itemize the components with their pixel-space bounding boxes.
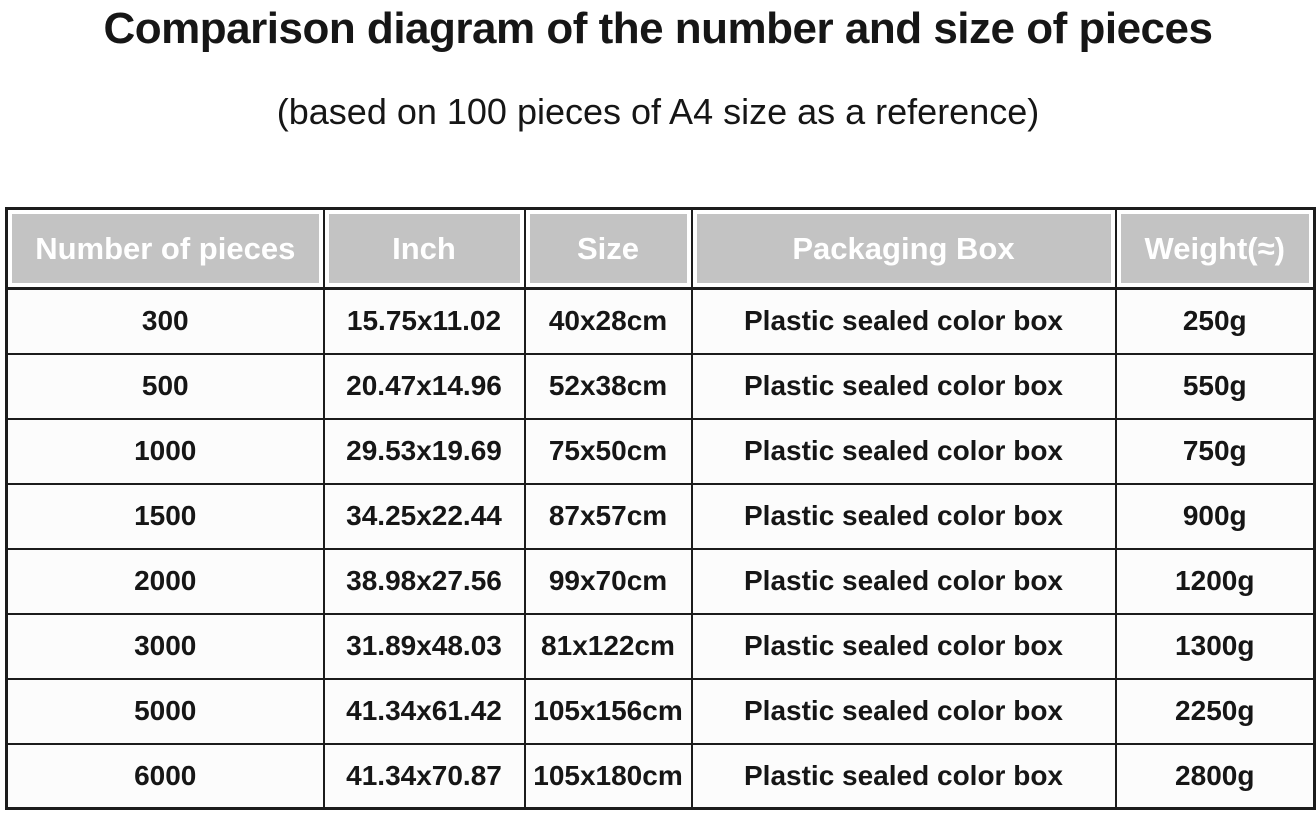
cell-size: 81x122cm xyxy=(523,612,693,680)
cell-packaging: Plastic sealed color box xyxy=(690,742,1117,810)
cell-size: 75x50cm xyxy=(523,417,693,485)
cell-packaging: Plastic sealed color box xyxy=(690,482,1117,550)
cell-size: 99x70cm xyxy=(523,547,693,615)
table-row: 1000 29.53x19.69 75x50cm Plastic sealed … xyxy=(5,417,1316,485)
cell-inch: 29.53x19.69 xyxy=(322,417,526,485)
cell-pieces: 1500 xyxy=(5,482,325,550)
cell-weight: 750g xyxy=(1114,417,1316,485)
table-row: 300 15.75x11.02 40x28cm Plastic sealed c… xyxy=(5,287,1316,355)
cell-weight: 250g xyxy=(1114,287,1316,355)
table-row: 2000 38.98x27.56 99x70cm Plastic sealed … xyxy=(5,547,1316,615)
cell-weight: 1300g xyxy=(1114,612,1316,680)
cell-packaging: Plastic sealed color box xyxy=(690,287,1117,355)
cell-size: 87x57cm xyxy=(523,482,693,550)
cell-inch: 38.98x27.56 xyxy=(322,547,526,615)
cell-pieces: 300 xyxy=(5,287,325,355)
cell-inch: 15.75x11.02 xyxy=(322,287,526,355)
header-row: Number of pieces Inch Size Packaging Box… xyxy=(5,207,1316,290)
cell-size: 105x180cm xyxy=(523,742,693,810)
header-size: Size xyxy=(523,207,693,290)
cell-weight: 1200g xyxy=(1114,547,1316,615)
cell-pieces: 2000 xyxy=(5,547,325,615)
comparison-table: Number of pieces Inch Size Packaging Box… xyxy=(5,207,1316,810)
cell-size: 40x28cm xyxy=(523,287,693,355)
page-subtitle: (based on 100 pieces of A4 size as a ref… xyxy=(276,91,1040,132)
cell-inch: 41.34x70.87 xyxy=(322,742,526,810)
header-number-of-pieces: Number of pieces xyxy=(5,207,325,290)
cell-packaging: Plastic sealed color box xyxy=(690,547,1117,615)
cell-packaging: Plastic sealed color box xyxy=(690,352,1117,420)
cell-inch: 31.89x48.03 xyxy=(322,612,526,680)
cell-packaging: Plastic sealed color box xyxy=(690,677,1117,745)
cell-inch: 20.47x14.96 xyxy=(322,352,526,420)
cell-weight: 2800g xyxy=(1114,742,1316,810)
header-packaging-box: Packaging Box xyxy=(690,207,1117,290)
cell-packaging: Plastic sealed color box xyxy=(690,612,1117,680)
table-row: 6000 41.34x70.87 105x180cm Plastic seale… xyxy=(5,742,1316,810)
cell-inch: 34.25x22.44 xyxy=(322,482,526,550)
header-weight: Weight(≈) xyxy=(1114,207,1316,290)
table-row: 5000 41.34x61.42 105x156cm Plastic seale… xyxy=(5,677,1316,745)
table-row: 500 20.47x14.96 52x38cm Plastic sealed c… xyxy=(5,352,1316,420)
cell-weight: 2250g xyxy=(1114,677,1316,745)
header-inch: Inch xyxy=(322,207,526,290)
cell-pieces: 6000 xyxy=(5,742,325,810)
cell-packaging: Plastic sealed color box xyxy=(690,417,1117,485)
cell-size: 105x156cm xyxy=(523,677,693,745)
cell-inch: 41.34x61.42 xyxy=(322,677,526,745)
table-row: 1500 34.25x22.44 87x57cm Plastic sealed … xyxy=(5,482,1316,550)
cell-pieces: 3000 xyxy=(5,612,325,680)
page-title: Comparison diagram of the number and siz… xyxy=(103,4,1213,53)
table-row: 3000 31.89x48.03 81x122cm Plastic sealed… xyxy=(5,612,1316,680)
cell-weight: 900g xyxy=(1114,482,1316,550)
cell-weight: 550g xyxy=(1114,352,1316,420)
cell-pieces: 500 xyxy=(5,352,325,420)
cell-pieces: 5000 xyxy=(5,677,325,745)
cell-size: 52x38cm xyxy=(523,352,693,420)
cell-pieces: 1000 xyxy=(5,417,325,485)
